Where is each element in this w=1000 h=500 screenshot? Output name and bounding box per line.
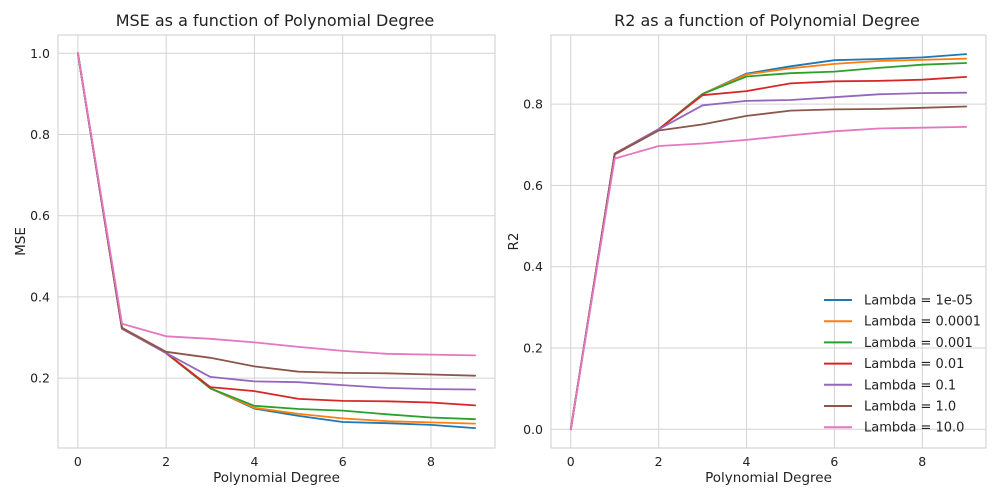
y-tick-label: 1.0 <box>30 46 50 61</box>
series-line-lambda-0-0001 <box>569 57 968 431</box>
legend-label: Lambda = 0.1 <box>864 378 956 393</box>
series-line-lambda-1e-05 <box>77 52 477 430</box>
x-tick-label: 2 <box>162 454 170 469</box>
mse-chart-panel: 0 2 4 6 8 0.2 0.4 0.6 0.8 1.0 MSE as a function of… <box>13 11 496 486</box>
chart-title: MSE as a function of Polynomial Degree <box>116 11 435 30</box>
y-tick-label: 0.4 <box>30 289 50 304</box>
plot-frame <box>550 34 987 449</box>
y-tick-label: 0.6 <box>30 208 50 223</box>
y-tick-label: 0.0 <box>523 422 543 437</box>
series-line-lambda-1-0 <box>569 105 968 431</box>
y-tick-label: 0.2 <box>523 341 543 356</box>
legend-label: Lambda = 0.01 <box>864 357 964 372</box>
series-line-lambda-1-0 <box>77 52 477 377</box>
x-tick-label: 6 <box>339 454 347 469</box>
y-tick-label: 0.4 <box>523 259 543 274</box>
legend-label: Lambda = 1e-05 <box>864 294 973 309</box>
x-tick-label: 6 <box>830 454 838 469</box>
legend: Lambda = 1e-05 Lambda = 0.0001 Lambda = 0.… <box>824 294 981 436</box>
y-tick-label: 0.8 <box>523 97 543 112</box>
series-line-lambda-0-01 <box>569 76 968 431</box>
y-axis-label: R2 <box>506 233 522 251</box>
legend-label: Lambda = 10.0 <box>864 421 964 436</box>
legend-label: Lambda = 0.0001 <box>864 315 981 330</box>
legend-label: Lambda = 0.001 <box>864 336 973 351</box>
x-tick-label: 2 <box>655 454 663 469</box>
series-line-lambda-0-001 <box>77 52 477 421</box>
r2-chart-panel: 0 2 4 6 8 0.0 0.2 0.4 0.6 0.8 R2 as a function of … <box>506 11 987 486</box>
series-line-lambda-10-0 <box>569 126 968 431</box>
plot-frame <box>57 34 496 449</box>
x-tick-label: 8 <box>918 454 926 469</box>
x-tick-label: 4 <box>743 454 751 469</box>
x-tick-label: 4 <box>250 454 258 469</box>
series-line-lambda-0-001 <box>569 62 968 431</box>
y-axis-label: MSE <box>13 227 29 256</box>
y-tick-label: 0.2 <box>30 371 50 386</box>
x-axis-label: Polynomial Degree <box>705 470 832 486</box>
x-tick-label: 8 <box>427 454 435 469</box>
chart-title: R2 as a function of Polynomial Degree <box>614 11 920 30</box>
series-line-lambda-0-0001 <box>77 52 477 425</box>
series-line-lambda-10-0 <box>77 52 477 357</box>
x-tick-label: 0 <box>567 454 575 469</box>
y-tick-label: 0.8 <box>30 127 50 142</box>
series-line-lambda-0-01 <box>77 52 477 407</box>
legend-label: Lambda = 1.0 <box>864 400 956 415</box>
series-line-lambda-1e-05 <box>569 53 968 431</box>
x-tick-label: 0 <box>74 454 82 469</box>
y-tick-label: 0.6 <box>523 178 543 193</box>
x-axis-label: Polynomial Degree <box>213 470 340 486</box>
series-line-lambda-0-1 <box>77 52 477 391</box>
